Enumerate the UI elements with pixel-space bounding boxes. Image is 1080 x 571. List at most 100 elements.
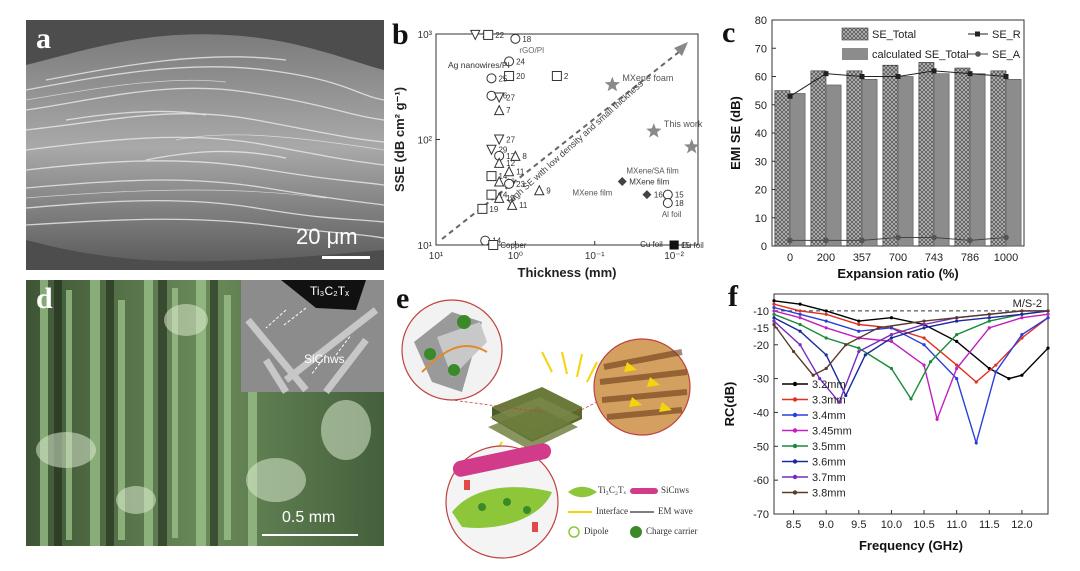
series-marker-f [955,366,959,371]
trend-arrowhead-b [674,42,688,56]
bar-se-total [774,90,791,247]
panel-b: b 10¹ 10⁰ 10⁻¹ 10⁻² 10¹ 10² 10³ Thickness (mm) S… [388,20,713,285]
series-marker-f [1007,377,1011,381]
series-marker-f [844,393,848,398]
series-marker-f [987,319,991,323]
marker-se-a [1003,234,1009,241]
series-marker-f [798,316,802,320]
marker-se-r [1003,74,1009,79]
y-tick-label-c: 70 [755,43,767,55]
bar-calc-se-total [825,84,842,247]
series-marker-f [798,312,802,316]
data-label-b: 20 [516,72,525,81]
data-label-b: 13 [506,194,515,203]
data-label-b: 25 [498,74,507,83]
series-marker-f [863,353,867,357]
x-tick-label-c: 743 [925,252,943,264]
data-label-b: 15 [681,241,690,250]
data-label-b: 9 [546,186,551,195]
series-marker-f [955,319,959,323]
data-point-b [551,70,562,81]
series-marker-f [798,309,802,313]
y-axis-label-c: EMI SE (dB) [728,96,743,170]
x-axis-label-c: Expansion ratio (%) [837,266,958,281]
chart-f: 8.5 9.0 9.5 10.0 10.5 11.0 11.5 12.0 -10 -15 -20 -3… [722,293,1050,553]
scale-bar-label-d: 0.5 mm [282,509,336,526]
y-tick-label-f: -10 [753,306,769,318]
bar-se-total [918,62,935,247]
series-marker-f [772,305,776,310]
x-tick-label-f: 8.5 [786,519,801,531]
y-tick-label-c: 30 [755,156,767,168]
marker-se-r [967,71,973,77]
legend-carrier-symbol [630,526,642,538]
x-tick-label-c: 200 [817,252,835,264]
star-point-b [646,123,662,138]
bar-se-total [846,70,863,247]
marker-se-r [931,68,937,74]
series-marker-f [1020,336,1024,340]
legend-label-dipole: Dipole [584,526,609,536]
series-marker-f [974,441,978,445]
x-tick-label-b: 10⁰ [508,251,523,262]
legend-label-calc: calculated SE_Total [872,49,969,61]
series-marker-f [824,326,828,330]
data-point-b [662,198,673,209]
y-tick-label-c: 40 [755,128,767,140]
star-label-b: This work [664,119,703,129]
legend-label-f: 3.5mm [812,441,846,453]
series-marker-f [1020,309,1024,313]
legend-e [568,486,658,538]
legend-marker-f [792,412,798,418]
legend-marker-f [792,443,798,449]
annotation-b: rGO/PI [519,46,544,55]
data-point-b [493,134,505,146]
bar-calc-se-total [861,79,878,247]
series-marker-f [922,336,926,340]
marker-se-a [931,234,937,241]
legend-label-se-r: SE_R [992,29,1021,41]
data-label-b: 2 [564,72,569,81]
x-tick-label-f: 10.0 [881,519,902,531]
series-marker-f [857,329,861,333]
panel-label-c: c [722,16,736,49]
series-marker-f [1020,312,1024,316]
series-marker-f [922,326,926,330]
series-marker-f [772,312,776,316]
series-marker-f [935,417,939,421]
schematic-dipole-zoom [445,443,559,559]
y-tick-label-c: 50 [755,100,767,112]
panel-d: d Ti₃C₂Tₓ SiCnws 0.5 mm [26,280,384,546]
marker-se-r [787,93,793,99]
y-tick-label-f: -20 [753,340,769,352]
series-marker-f [857,322,861,327]
y-tick-label-f: -60 [753,475,769,487]
legend-marker-f [792,397,798,402]
series-marker-f [811,373,815,377]
series-marker-f [955,363,959,367]
x-tick-label-c: 700 [889,252,907,264]
legend-label-f: 3.2mm [812,379,846,391]
panel-label-d: d [36,282,53,315]
series-marker-f [955,333,959,337]
marker-se-a [895,234,901,241]
annotation-b: MXene/SA film [626,166,679,175]
y-tick-label-f: -50 [753,441,769,453]
series-marker-f [994,370,998,374]
data-label-b: 18 [522,35,531,44]
x-tick-label-f: 12.0 [1011,519,1032,531]
x-tick-label-c: 357 [853,252,871,264]
series-marker-f [987,316,991,320]
series-marker-f [772,302,776,306]
x-tick-label-c: 1000 [994,252,1018,264]
data-point-b [493,92,505,104]
series-marker-f [857,319,861,323]
scale-bar-a [322,256,370,259]
data-point-b [486,189,497,200]
data-label-b: 27 [506,136,515,145]
series-marker-f [798,329,802,333]
y-tick-label-c: 10 [755,213,767,225]
y-tick-label-f: -70 [753,509,769,521]
series-marker-f [772,322,776,327]
scale-bar-d [262,534,358,536]
